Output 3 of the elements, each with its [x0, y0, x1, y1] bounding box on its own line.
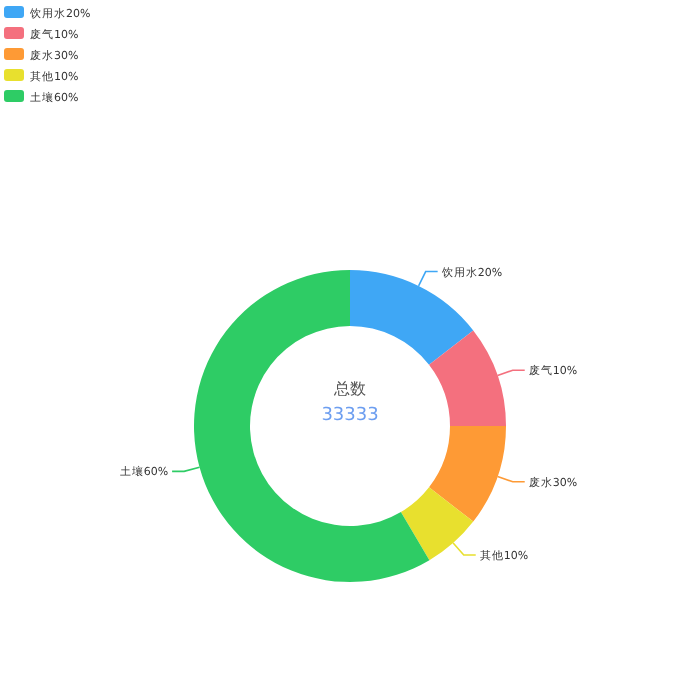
donut-slice	[400, 487, 474, 561]
text: 总数	[332, 380, 366, 398]
text: 33333	[321, 406, 379, 426]
